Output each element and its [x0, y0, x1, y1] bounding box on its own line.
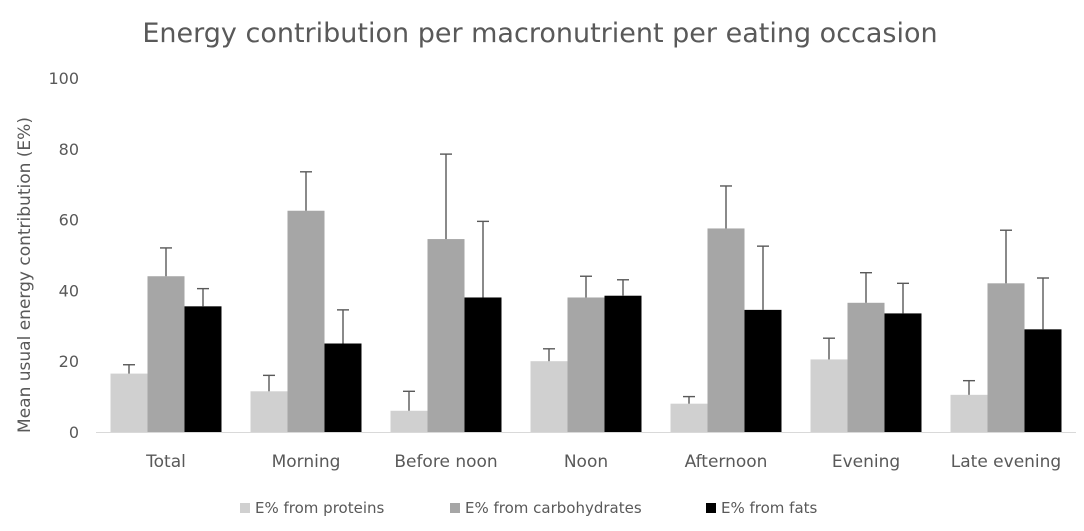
bar: [184, 306, 222, 432]
legend-swatch: [240, 503, 250, 513]
y-tick-label: 40: [59, 281, 79, 300]
category-label: Late evening: [951, 452, 1061, 472]
category-label: Before noon: [394, 452, 497, 472]
bar: [250, 391, 288, 432]
bar: [147, 276, 185, 432]
category-label: Afternoon: [685, 452, 768, 472]
bar: [110, 373, 148, 432]
bar: [287, 210, 325, 432]
chart-title: Energy contribution per macronutrient pe…: [142, 18, 937, 49]
legend-label: E% from carbohydrates: [465, 499, 642, 517]
category-labels: Total Morning Before noon Noon Afternoon Even…: [145, 452, 1061, 472]
bar: [567, 297, 605, 432]
bar: [847, 302, 885, 432]
bars: [110, 210, 1062, 432]
bar: [950, 394, 988, 432]
y-tick-label: 20: [59, 352, 79, 371]
bar: [390, 410, 428, 432]
bar: [464, 297, 502, 432]
legend-swatch: [706, 503, 716, 513]
category-label: Evening: [832, 452, 900, 472]
bar: [604, 295, 642, 432]
bar: [427, 239, 465, 432]
error-bars: [123, 153, 1049, 411]
bar: [1024, 329, 1062, 432]
legend-label: E% from proteins: [255, 499, 384, 517]
y-tick-label: 60: [59, 211, 79, 230]
bar: [810, 359, 848, 432]
bar: [987, 283, 1025, 432]
y-tick-label: 100: [48, 69, 79, 88]
y-axis-ticks: 0 20 40 60 80 100: [48, 69, 79, 442]
bar: [530, 361, 568, 432]
legend: E% from proteins E% from carbohydrates E% …: [240, 499, 818, 517]
bar: [670, 403, 708, 432]
category-label: Total: [145, 452, 186, 472]
y-axis-label: Mean usual energy contribution (E%): [15, 117, 35, 433]
legend-label: E% from fats: [721, 499, 818, 517]
category-label: Morning: [272, 452, 341, 472]
bar: [707, 228, 745, 432]
y-tick-label: 80: [59, 140, 79, 159]
legend-swatch: [450, 503, 460, 513]
bar: [744, 309, 782, 432]
bar: [884, 313, 922, 432]
y-tick-label: 0: [69, 423, 79, 442]
category-label: Noon: [564, 452, 608, 472]
bar: [324, 343, 362, 432]
